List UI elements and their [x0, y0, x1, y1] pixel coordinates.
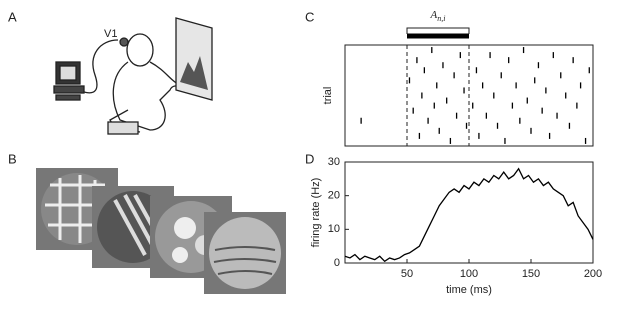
y-tick-label: 20 [328, 190, 340, 202]
region-label: V1 [104, 28, 117, 40]
window-label: An,i [430, 9, 446, 23]
window-symbol: A [430, 9, 438, 21]
y-tick-label: 30 [328, 156, 340, 168]
x-tick-label: 200 [584, 268, 602, 280]
panel-label: C [305, 9, 314, 24]
axes-frame [344, 161, 594, 264]
y-tick-label: 10 [328, 223, 340, 235]
panel-label: A [8, 9, 17, 24]
x-tick-label: 150 [522, 268, 540, 280]
y-tick-label: 0 [334, 257, 340, 269]
x-tick-label: 50 [401, 268, 413, 280]
panel-label: B [8, 151, 17, 166]
experiment-illustration [53, 17, 213, 135]
rate-line [344, 167, 594, 263]
y-axis-label: trial [322, 87, 334, 105]
panel-label: D [305, 151, 314, 166]
x-axis-label: time (ms) [446, 284, 492, 296]
stimulus-images [36, 168, 286, 294]
y-axis-label: firing rate (Hz) [310, 178, 322, 248]
window-subscript: n,i [437, 14, 445, 23]
x-tick-label: 100 [460, 268, 478, 280]
window-bracket [406, 27, 470, 34]
